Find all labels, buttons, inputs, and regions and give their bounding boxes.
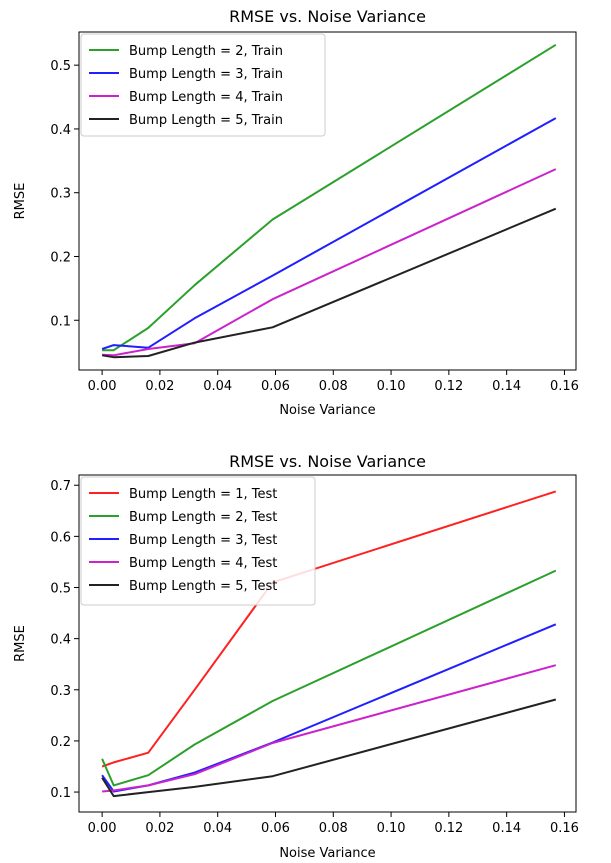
chart-test: RMSE vs. Noise Variance 0.00 0.02 0.04 0.06 0… — [13, 452, 579, 861]
x-tick-label: 0.04 — [203, 821, 232, 836]
legend-box — [80, 33, 326, 137]
x-tick-label: 0.14 — [492, 379, 521, 394]
y-tick-label: 0.1 — [50, 786, 71, 801]
y-tick-label: 0.5 — [50, 582, 71, 597]
y-tick-label: 0.2 — [50, 735, 71, 750]
series-line-3 — [101, 623, 557, 793]
legend-label-3: Bump Length = 3, Test — [129, 533, 277, 548]
y-tick-label: 0.7 — [50, 479, 71, 494]
y-tick-label: 0.4 — [50, 123, 71, 138]
series-line-3 — [102, 168, 557, 357]
series-line-2 — [101, 569, 557, 787]
y-tick-label: 0.3 — [50, 684, 71, 699]
plot-frame — [78, 474, 577, 813]
series-line-1 — [101, 490, 557, 768]
legend-label-1: Bump Length = 2, Train — [129, 44, 283, 59]
series-line-2 — [101, 117, 557, 350]
x-tick-label: 0.10 — [377, 379, 406, 394]
legend: Bump Length = 1, Test Bump Length = 2, Te… — [80, 476, 316, 606]
legend-label-3: Bump Length = 4, Train — [129, 90, 283, 105]
legend-label-5: Bump Length = 5, Test — [129, 579, 277, 594]
legend-box — [80, 476, 316, 606]
y-axis-label: RMSE — [13, 625, 28, 662]
y-tick-label: 0.3 — [50, 187, 71, 202]
x-tick-label: 0.08 — [319, 379, 348, 394]
y-tick-label: 0.4 — [50, 633, 71, 648]
y-tick-label: 0.2 — [50, 250, 71, 265]
series-line-4 — [102, 664, 557, 793]
series-line-4 — [101, 207, 557, 359]
chart-train: RMSE vs. Noise Variance 0.00 0.02 0.04 0.06 0… — [13, 7, 579, 418]
x-tick-label: 0.10 — [377, 821, 406, 836]
chart-title: RMSE vs. Noise Variance — [229, 452, 426, 471]
y-axis-label: RMSE — [13, 183, 28, 220]
x-tick-label: 0.02 — [145, 379, 174, 394]
y-tick-label: 0.1 — [50, 314, 71, 329]
y-tick-label: 0.5 — [50, 59, 71, 74]
x-tick-label: 0.02 — [145, 821, 174, 836]
x-tick-label: 0.12 — [434, 821, 463, 836]
legend-label-4: Bump Length = 5, Train — [129, 113, 283, 128]
legend: Bump Length = 2, Train Bump Length = 3, T… — [80, 33, 326, 137]
legend-label-2: Bump Length = 2, Test — [129, 510, 277, 525]
x-tick-label: 0.00 — [88, 379, 117, 394]
x-axis-label: Noise Variance — [279, 846, 375, 861]
legend-label-1: Bump Length = 1, Test — [129, 487, 277, 502]
legend-label-4: Bump Length = 4, Test — [129, 556, 277, 571]
x-tick-label: 0.16 — [550, 821, 579, 836]
x-tick-label: 0.04 — [203, 379, 232, 394]
x-tick-label: 0.12 — [434, 379, 463, 394]
series-line-5 — [101, 698, 557, 798]
series-line-1 — [102, 43, 557, 352]
chart-title: RMSE vs. Noise Variance — [229, 7, 426, 26]
legend-label-2: Bump Length = 3, Train — [129, 67, 283, 82]
x-tick-label: 0.08 — [319, 821, 348, 836]
x-tick-label: 0.06 — [261, 379, 290, 394]
plot-frame — [78, 31, 577, 371]
x-tick-label: 0.00 — [88, 821, 117, 836]
x-tick-label: 0.14 — [492, 821, 521, 836]
x-tick-label: 0.16 — [550, 379, 579, 394]
x-axis-label: Noise Variance — [279, 403, 375, 418]
x-tick-label: 0.06 — [261, 821, 290, 836]
y-tick-label: 0.6 — [50, 530, 71, 545]
